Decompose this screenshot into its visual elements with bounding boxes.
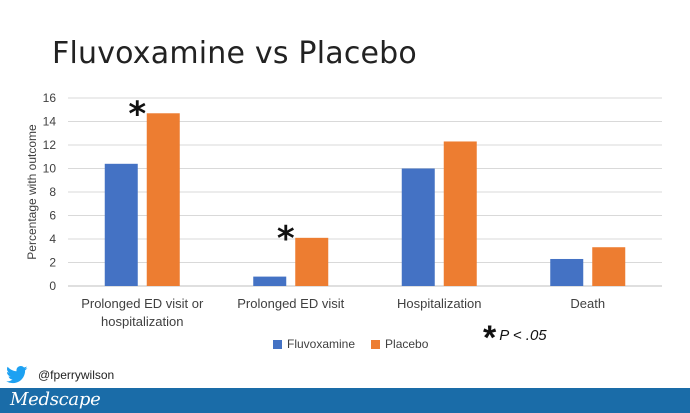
y-tick-labels: 0 2 4 6 8 10 12 14 16 (43, 91, 57, 293)
x-tick-label: hospitalization (101, 314, 183, 329)
y-tick-label: 14 (43, 115, 57, 129)
significance-note: * P < .05 (483, 321, 547, 355)
bars (104, 113, 626, 287)
bar-placebo (295, 237, 329, 286)
significance-asterisk: * (277, 219, 295, 259)
bar-fluvoxamine (401, 168, 435, 286)
significance-star: * (483, 319, 497, 357)
x-tick-label: Prolonged ED visit (237, 296, 344, 311)
twitter-credit: @fperrywilson (6, 366, 114, 384)
y-tick-label: 8 (49, 185, 56, 199)
twitter-handle: @fperrywilson (38, 368, 115, 382)
twitter-bird-icon (6, 366, 28, 384)
legend-item-fluvoxamine: Fluvoxamine (273, 337, 355, 351)
footer-bar: Medscape (0, 388, 690, 413)
x-tick-label: Death (570, 296, 605, 311)
legend-swatch-placebo (371, 339, 381, 349)
x-tick-labels: Prolonged ED visit or hospitalization Prol… (81, 296, 605, 329)
bar-placebo (443, 141, 477, 286)
y-tick-label: 16 (43, 91, 57, 105)
y-tick-label: 10 (43, 162, 57, 176)
bar-placebo (592, 247, 626, 286)
y-tick-label: 6 (49, 209, 56, 223)
x-tick-label: Hospitalization (397, 296, 482, 311)
significance-text: P < .05 (499, 327, 547, 344)
legend-swatch-fluvoxamine (273, 339, 282, 349)
legend-label-fluvoxamine: Fluvoxamine (287, 337, 356, 351)
medscape-logo: Medscape (10, 389, 101, 410)
y-tick-label: 12 (43, 138, 57, 152)
y-tick-label: 0 (49, 279, 56, 293)
significance-asterisk: * (128, 94, 146, 134)
y-axis-label: Percentage with outcome (25, 124, 39, 260)
x-tick-label: Prolonged ED visit or (81, 296, 204, 311)
slide-title: Fluvoxamine vs Placebo (52, 36, 417, 71)
legend: Fluvoxamine Placebo (273, 337, 444, 351)
y-tick-label: 2 (49, 256, 56, 270)
significance-markers: ** (128, 94, 295, 259)
legend-item-placebo: Placebo (371, 337, 428, 351)
bar-fluvoxamine (550, 258, 584, 286)
y-tick-label: 4 (49, 232, 56, 246)
bar-fluvoxamine (253, 276, 287, 286)
bar-fluvoxamine (104, 163, 138, 286)
legend-label-placebo: Placebo (385, 337, 429, 351)
bar-placebo (146, 113, 180, 287)
